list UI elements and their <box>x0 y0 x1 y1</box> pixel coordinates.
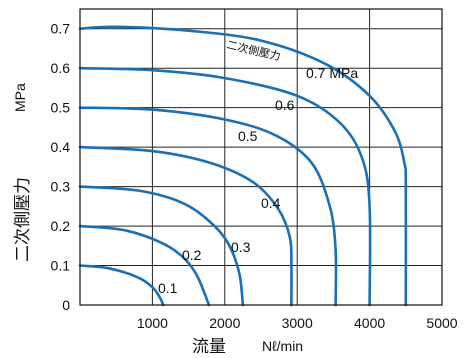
series-label-5: 0.6 <box>275 97 295 113</box>
y-tick-label: 0.3 <box>51 179 71 195</box>
curve-annotation: 二次側壓力 <box>225 37 282 63</box>
series-line-6 <box>78 25 408 307</box>
y-tick-label: 0.5 <box>51 100 71 116</box>
x-axis-title-group: 流量 Nℓ/min <box>192 337 303 356</box>
y-axis-title: 二次側壓力 <box>13 177 32 262</box>
series-label-2: 0.3 <box>231 239 251 255</box>
series-label-6: 0.7 MPa <box>306 65 358 81</box>
y-axis-title-group: 二次側壓力 MPa <box>12 83 32 262</box>
series-label-4: 0.5 <box>238 128 258 144</box>
series-line-5 <box>78 66 372 307</box>
y-tick-label: 0 <box>62 297 70 313</box>
series-label-3: 0.4 <box>261 195 281 211</box>
x-tick-label: 5000 <box>426 315 457 331</box>
series-line-4 <box>78 106 338 307</box>
series-line-1 <box>78 224 211 307</box>
y-tick-label: 0.6 <box>51 60 71 76</box>
x-axis-title: 流量 <box>192 337 226 356</box>
y-tick-label: 0.7 <box>51 21 71 37</box>
x-tick-label: 3000 <box>282 315 313 331</box>
x-axis-unit: Nℓ/min <box>262 338 303 354</box>
y-axis-unit: MPa <box>12 83 28 112</box>
curve-labels: 0.1 0.2 0.3 0.4 0.5 0.6 0.7 MPa <box>158 65 358 296</box>
series-label-0: 0.1 <box>158 280 178 296</box>
x-tick-label: 2000 <box>209 315 240 331</box>
plot-frame <box>79 8 443 306</box>
curves <box>78 25 408 307</box>
series-label-1: 0.2 <box>182 247 202 263</box>
y-tick-label: 0.2 <box>51 218 71 234</box>
series-line-2 <box>78 185 245 307</box>
series-line-0 <box>78 264 165 307</box>
y-tick-label: 0.4 <box>51 139 71 155</box>
x-tick-label: 4000 <box>354 315 385 331</box>
series-line-3 <box>78 145 293 307</box>
tick-labels: 1000 2000 3000 4000 500000.10.20.30.40.50.60… <box>51 21 458 331</box>
y-tick-label: 0.1 <box>51 258 71 274</box>
x-tick-label: 1000 <box>137 315 168 331</box>
